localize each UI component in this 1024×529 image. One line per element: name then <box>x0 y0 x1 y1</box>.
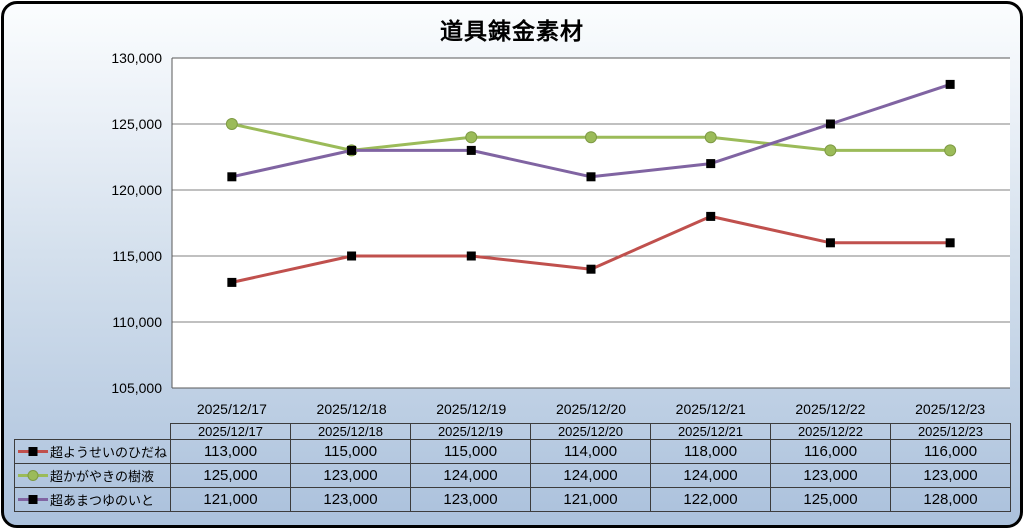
data-point-circle-marker-icon <box>465 131 478 144</box>
x-tick-label: 2025/12/19 <box>436 401 506 417</box>
x-tick-label: 2025/12/22 <box>795 401 865 417</box>
data-point-square-marker-icon <box>945 79 955 89</box>
legend-square-marker-icon <box>18 495 48 504</box>
data-point-circle-marker-icon <box>225 118 238 130</box>
table-header-date-cell: 2025/12/20 <box>530 423 651 440</box>
price-value-cell: 121,000 <box>530 487 651 512</box>
price-value-cell: 125,000 <box>170 463 291 488</box>
legend-cell: 超ようせいのひだね <box>14 439 171 464</box>
table-corner-cell <box>15 424 171 440</box>
price-value-cell: 123,000 <box>290 463 411 488</box>
data-point-square-marker-icon <box>347 251 357 261</box>
table-header-date-cell: 2025/12/17 <box>170 423 291 440</box>
price-value-cell: 115,000 <box>290 439 411 464</box>
table-row: 超かがやきの樹液 125,000 123,000 124,000 124,000 124,… <box>14 463 1011 488</box>
data-point-square-marker-icon <box>347 145 357 155</box>
data-point-circle-marker-icon <box>704 131 717 144</box>
x-tick-label: 2025/12/17 <box>197 401 267 417</box>
data-point-square-marker-icon <box>945 238 955 248</box>
data-point-square-marker-icon <box>706 211 716 221</box>
price-value-cell: 114,000 <box>530 439 651 464</box>
y-tick-label: 120,000 <box>111 182 162 198</box>
data-point-square-marker-icon <box>706 159 716 169</box>
data-point-square-marker-icon <box>227 277 237 287</box>
table-header-date-cell: 2025/12/19 <box>410 423 531 440</box>
data-point-square-marker-icon <box>825 238 835 248</box>
y-tick-label: 105,000 <box>111 380 162 396</box>
price-value-cell: 125,000 <box>770 487 891 512</box>
table-header-date-cell: 2025/12/23 <box>890 423 1011 440</box>
chart-title: 道具錬金素材 <box>440 18 584 44</box>
data-point-square-marker-icon <box>825 119 835 129</box>
table-row: 超ようせいのひだね 113,000 115,000 115,000 114,000 118… <box>14 439 1011 464</box>
plot-area <box>172 58 1010 388</box>
y-tick-label: 115,000 <box>112 248 162 264</box>
data-point-square-marker-icon <box>586 172 596 182</box>
data-point-square-marker-icon <box>466 145 476 155</box>
price-value-cell: 123,000 <box>890 463 1011 488</box>
data-point-square-marker-icon <box>466 251 476 261</box>
data-point-circle-marker-icon <box>824 144 837 157</box>
price-table: 2025/12/17 2025/12/18 2025/12/19 2025/12/20… <box>14 423 1011 512</box>
table-header-date-cell: 2025/12/21 <box>650 423 771 440</box>
price-table-body: 超ようせいのひだね 113,000 115,000 115,000 114,000 118… <box>14 439 1011 512</box>
data-point-circle-marker-icon <box>585 131 597 144</box>
x-tick-label: 2025/12/23 <box>915 401 985 417</box>
series-2 <box>227 79 955 182</box>
price-value-cell: 128,000 <box>890 487 1011 512</box>
x-tick-label: 2025/12/21 <box>676 401 746 417</box>
price-value-cell: 116,000 <box>890 439 1011 464</box>
price-value-cell: 123,000 <box>410 487 531 512</box>
x-tick-label: 2025/12/18 <box>317 401 387 417</box>
data-point-square-marker-icon <box>586 264 596 274</box>
data-point-square-marker-icon <box>227 172 237 182</box>
price-value-cell: 124,000 <box>650 463 771 488</box>
table-header-date-cell: 2025/12/22 <box>770 423 891 440</box>
legend-label: 超かがやきの樹液 <box>50 469 155 484</box>
price-value-cell: 124,000 <box>410 463 531 488</box>
x-tick-label: 2025/12/20 <box>556 401 626 417</box>
table-header-row: 2025/12/17 2025/12/18 2025/12/19 2025/12/20… <box>15 423 1011 440</box>
y-axis-labels: 130,000 125,000 120,000 115,000 110,000 105,0… <box>111 50 162 396</box>
price-value-cell: 123,000 <box>290 487 411 512</box>
legend-square-marker-icon <box>18 447 48 456</box>
price-value-cell: 118,000 <box>650 439 771 464</box>
price-value-cell: 121,000 <box>170 487 291 512</box>
x-axis-labels: 2025/12/17 2025/12/18 2025/12/19 2025/12/20… <box>197 401 986 417</box>
price-value-cell: 113,000 <box>170 439 291 464</box>
legend-label: 超ようせいのひだね <box>50 445 168 460</box>
data-point-circle-marker-icon <box>944 144 957 157</box>
legend-cell: 超あまつゆのいと <box>14 487 171 512</box>
table-row: 超あまつゆのいと 121,000 123,000 123,000 121,000 122,… <box>14 487 1011 512</box>
price-value-cell: 116,000 <box>770 439 891 464</box>
legend-cell: 超かがやきの樹液 <box>14 463 171 488</box>
y-tick-label: 130,000 <box>111 50 162 66</box>
y-tick-label: 125,000 <box>111 116 162 132</box>
y-gridlines <box>172 57 1010 389</box>
legend-circle-marker-icon <box>18 470 48 481</box>
price-value-cell: 122,000 <box>650 487 771 512</box>
y-tick-label: 110,000 <box>112 314 162 330</box>
price-value-cell: 124,000 <box>530 463 651 488</box>
price-value-cell: 123,000 <box>770 463 891 488</box>
series-0 <box>227 211 955 287</box>
price-value-cell: 115,000 <box>410 439 531 464</box>
table-header-date-cell: 2025/12/18 <box>290 423 411 440</box>
legend-label: 超あまつゆのいと <box>50 493 155 508</box>
